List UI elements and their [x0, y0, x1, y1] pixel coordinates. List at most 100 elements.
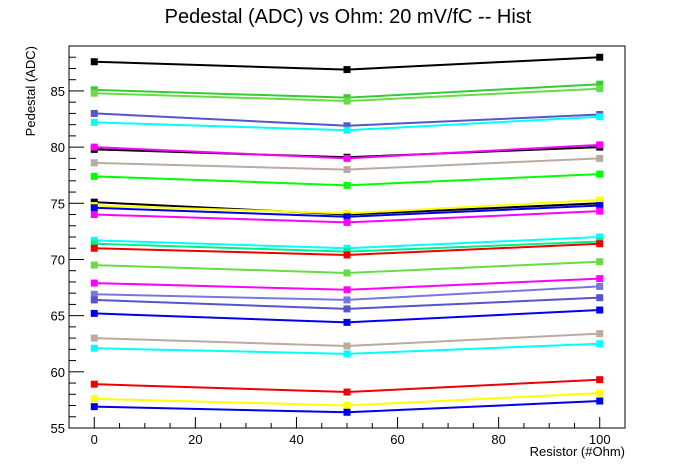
series-25 — [90, 389, 604, 410]
series-18 — [90, 275, 604, 294]
data-point — [343, 154, 351, 162]
series-1 — [90, 53, 604, 74]
data-point — [90, 204, 98, 212]
data-point — [596, 141, 604, 149]
y-tick-label: 65 — [51, 309, 65, 324]
data-point — [343, 97, 351, 105]
series-21 — [90, 306, 604, 326]
data-point — [596, 397, 604, 405]
data-point — [343, 269, 351, 277]
data-point — [343, 218, 351, 226]
y-tick-label: 55 — [51, 421, 65, 436]
data-point — [90, 109, 98, 117]
data-point — [343, 408, 351, 416]
data-point — [596, 233, 604, 241]
data-point — [596, 258, 604, 266]
data-point — [343, 286, 351, 294]
data-point — [596, 282, 604, 290]
series-20 — [90, 294, 604, 313]
data-point — [596, 306, 604, 314]
data-point — [90, 279, 98, 287]
x-tick-label: 0 — [91, 432, 98, 447]
data-point — [343, 342, 351, 350]
data-point — [90, 395, 98, 403]
series-26 — [90, 397, 604, 416]
series-12 — [90, 202, 604, 221]
data-point — [90, 261, 98, 269]
series-9 — [90, 170, 604, 189]
data-point — [596, 207, 604, 215]
data-point — [596, 275, 604, 283]
data-point — [596, 330, 604, 338]
data-point — [90, 143, 98, 151]
data-point — [90, 380, 98, 388]
x-tick-label: 20 — [188, 432, 202, 447]
data-point — [343, 181, 351, 189]
data-point — [343, 305, 351, 313]
axes: 0 20 40 60 80 100 55 60 65 70 75 80 85 — [51, 45, 626, 447]
data-point — [343, 402, 351, 410]
data-point — [596, 80, 604, 88]
data-point — [596, 202, 604, 210]
data-point — [343, 213, 351, 221]
y-tick-label: 80 — [51, 140, 65, 155]
x-tick-label: 100 — [589, 432, 611, 447]
data-point — [90, 344, 98, 352]
y-axis-label: Pedestal (ADC) — [23, 46, 38, 136]
series-5 — [90, 113, 604, 134]
data-point — [343, 350, 351, 358]
data-point — [90, 159, 98, 167]
data-point — [596, 113, 604, 121]
data-point — [90, 403, 98, 411]
data-point — [90, 290, 98, 298]
data-point — [596, 389, 604, 397]
x-tick-label: 40 — [289, 432, 303, 447]
data-point — [90, 211, 98, 219]
series-8 — [90, 154, 604, 174]
series-19 — [90, 282, 604, 304]
series-22 — [90, 330, 604, 350]
series-7 — [90, 141, 604, 162]
series-16 — [90, 240, 604, 259]
data-point — [343, 166, 351, 174]
data-point — [90, 244, 98, 252]
series-4 — [90, 109, 604, 130]
data-point — [90, 89, 98, 97]
data-point — [343, 122, 351, 130]
series-23 — [90, 340, 604, 358]
data-point — [343, 388, 351, 396]
data-point — [343, 251, 351, 259]
data-point — [596, 240, 604, 248]
series-3 — [90, 85, 604, 105]
data-point — [90, 309, 98, 317]
data-point — [596, 340, 604, 348]
data-point — [596, 154, 604, 162]
plot-area — [90, 53, 604, 416]
data-point — [343, 318, 351, 326]
y-tick-label: 70 — [51, 252, 65, 267]
series-24 — [90, 376, 604, 396]
data-point — [90, 334, 98, 342]
data-point — [90, 58, 98, 66]
data-point — [343, 126, 351, 134]
data-point — [343, 66, 351, 74]
data-point — [596, 85, 604, 93]
x-axis-label: Resistor (#Ohm) — [530, 444, 625, 459]
chart-title: Pedestal (ADC) vs Ohm: 20 mV/fC -- Hist — [165, 6, 532, 28]
series-13 — [90, 207, 604, 226]
data-point — [90, 240, 98, 248]
data-point — [90, 172, 98, 180]
x-tick-label: 80 — [491, 432, 505, 447]
data-point — [90, 296, 98, 304]
data-point — [596, 53, 604, 61]
x-tick-label: 60 — [390, 432, 404, 447]
y-tick-label: 60 — [51, 365, 65, 380]
data-point — [90, 118, 98, 126]
y-tick-label: 85 — [51, 84, 65, 99]
data-point — [343, 296, 351, 304]
data-point — [596, 196, 604, 204]
data-point — [596, 376, 604, 384]
data-point — [596, 294, 604, 302]
